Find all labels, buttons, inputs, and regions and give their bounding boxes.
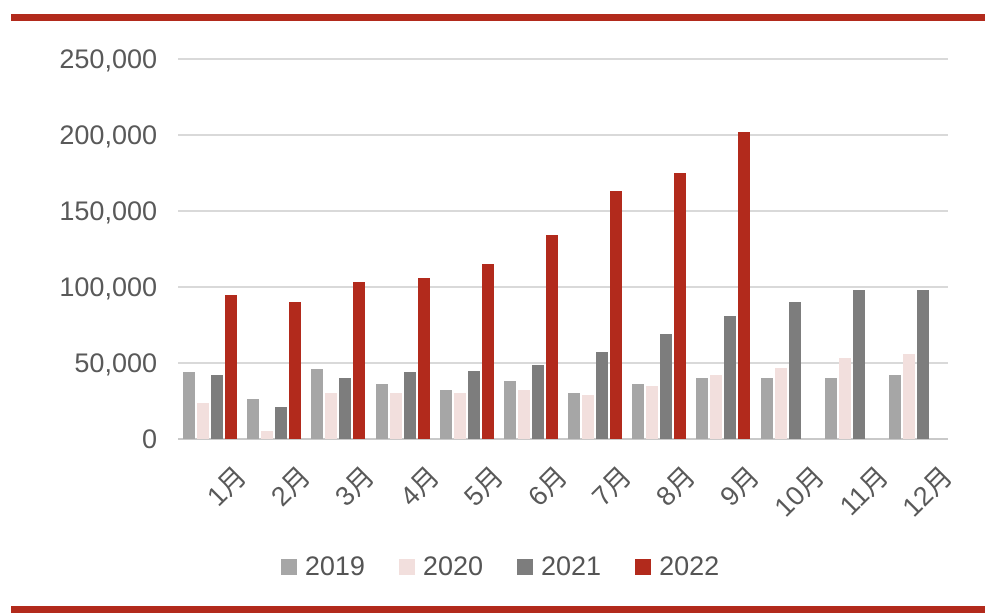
month-group-1 bbox=[178, 59, 242, 439]
y-tick-label: 50,000 bbox=[74, 348, 157, 378]
bar-2020-6月 bbox=[517, 390, 530, 439]
x-tick-label-8月: 8月 bbox=[650, 460, 702, 512]
bar-2020-2月 bbox=[261, 431, 274, 439]
bar-2019-6月 bbox=[503, 381, 516, 439]
bar-2019-5月 bbox=[439, 390, 452, 439]
month-group-2 bbox=[242, 59, 306, 439]
y-tick-label: 150,000 bbox=[59, 196, 157, 226]
legend-label-2022: 2022 bbox=[659, 551, 720, 581]
x-tick-label-11月: 11月 bbox=[833, 460, 894, 522]
bar-2020-1月 bbox=[197, 403, 210, 439]
bar-2022-9月 bbox=[738, 132, 751, 439]
bar-2020-11月 bbox=[838, 358, 851, 439]
month-group-6 bbox=[499, 59, 563, 439]
bar-2021-9月 bbox=[724, 316, 737, 439]
month-group-5 bbox=[435, 59, 499, 439]
legend-swatch-2022 bbox=[635, 558, 652, 575]
bar-2021-3月 bbox=[339, 378, 352, 439]
month-group-3 bbox=[306, 59, 370, 439]
chart-plot-area bbox=[178, 58, 948, 440]
gridline-200000 bbox=[178, 134, 948, 136]
x-tick-label-9月: 9月 bbox=[714, 460, 766, 512]
x-tick-label-6月: 6月 bbox=[522, 460, 574, 512]
y-tick-label: 0 bbox=[141, 424, 157, 454]
legend-item-2019: 2019 bbox=[280, 551, 365, 582]
x-tick-label-7月: 7月 bbox=[586, 460, 638, 512]
legend-item-2022: 2022 bbox=[635, 551, 719, 582]
bar-2022-4月 bbox=[417, 278, 430, 439]
bar-2020-9月 bbox=[710, 375, 723, 439]
y-tick-label: 250,000 bbox=[59, 44, 157, 74]
gridline-0 bbox=[178, 438, 948, 440]
x-tick-label-10月: 10月 bbox=[768, 460, 830, 523]
legend-swatch-2021 bbox=[517, 558, 533, 575]
bar-2020-7月 bbox=[582, 395, 595, 439]
month-group-8 bbox=[627, 59, 691, 439]
top-accent-rule bbox=[11, 14, 985, 21]
bar-2022-1月 bbox=[225, 295, 238, 439]
bar-2020-10月 bbox=[774, 368, 787, 439]
bar-2020-4月 bbox=[389, 393, 402, 439]
bar-2019-9月 bbox=[696, 378, 709, 439]
chart-legend: 2019 2020 2021 2022 bbox=[0, 551, 1000, 582]
bar-2021-4月 bbox=[403, 372, 416, 439]
bar-2022-5月 bbox=[481, 264, 494, 439]
bar-2019-8月 bbox=[632, 384, 645, 439]
legend-item-2021: 2021 bbox=[517, 551, 601, 582]
bar-2021-6月 bbox=[531, 365, 544, 439]
bar-series-area bbox=[178, 59, 948, 439]
legend-swatch-2020 bbox=[398, 558, 415, 575]
bar-2022-3月 bbox=[353, 282, 366, 439]
bar-2019-12月 bbox=[888, 375, 901, 439]
gridline-50000 bbox=[178, 362, 948, 364]
legend-label-2020: 2020 bbox=[422, 551, 483, 581]
y-tick-label: 200,000 bbox=[59, 120, 157, 150]
x-tick-label-12月: 12月 bbox=[896, 460, 959, 523]
bar-2022-2月 bbox=[289, 302, 302, 439]
month-group-11 bbox=[820, 59, 884, 439]
bar-2021-8月 bbox=[660, 334, 673, 439]
bar-2021-7月 bbox=[596, 352, 609, 439]
month-group-4 bbox=[371, 59, 435, 439]
x-tick-label-1月: 1月 bbox=[201, 460, 253, 512]
bar-2022-8月 bbox=[674, 173, 687, 439]
bar-2021-12月 bbox=[916, 290, 929, 439]
legend-swatch-2019 bbox=[280, 558, 297, 575]
bar-2019-4月 bbox=[375, 384, 388, 439]
gridline-100000 bbox=[178, 286, 948, 288]
bar-2019-3月 bbox=[311, 369, 324, 439]
bar-2020-8月 bbox=[646, 386, 659, 439]
bar-2020-12月 bbox=[902, 354, 915, 439]
bar-2020-5月 bbox=[453, 393, 466, 439]
month-group-7 bbox=[563, 59, 627, 439]
bar-2021-5月 bbox=[467, 371, 480, 439]
month-group-10 bbox=[756, 59, 820, 439]
x-tick-label-4月: 4月 bbox=[393, 460, 445, 512]
bar-2021-2月 bbox=[275, 407, 288, 439]
bar-2019-10月 bbox=[760, 378, 773, 439]
bottom-accent-rule bbox=[11, 606, 985, 613]
month-group-12 bbox=[884, 59, 948, 439]
bar-2019-2月 bbox=[247, 399, 260, 439]
bar-2019-7月 bbox=[568, 393, 581, 439]
bar-2022-6月 bbox=[545, 235, 558, 439]
bar-2019-11月 bbox=[824, 378, 837, 439]
bar-2021-1月 bbox=[211, 375, 224, 439]
bar-2021-10月 bbox=[788, 302, 801, 439]
bar-2020-3月 bbox=[325, 393, 338, 439]
x-tick-label-3月: 3月 bbox=[329, 460, 381, 512]
legend-label-2021: 2021 bbox=[541, 551, 602, 581]
gridline-150000 bbox=[178, 210, 948, 212]
legend-item-2020: 2020 bbox=[398, 551, 483, 582]
x-tick-label-2月: 2月 bbox=[265, 460, 317, 512]
bar-2021-11月 bbox=[852, 290, 865, 439]
gridline-250000 bbox=[178, 58, 948, 60]
bar-2022-7月 bbox=[610, 191, 623, 439]
y-tick-label: 100,000 bbox=[59, 272, 157, 302]
legend-label-2019: 2019 bbox=[304, 551, 365, 581]
x-tick-label-5月: 5月 bbox=[457, 460, 509, 512]
bar-2019-1月 bbox=[183, 372, 196, 439]
month-group-9 bbox=[691, 59, 755, 439]
